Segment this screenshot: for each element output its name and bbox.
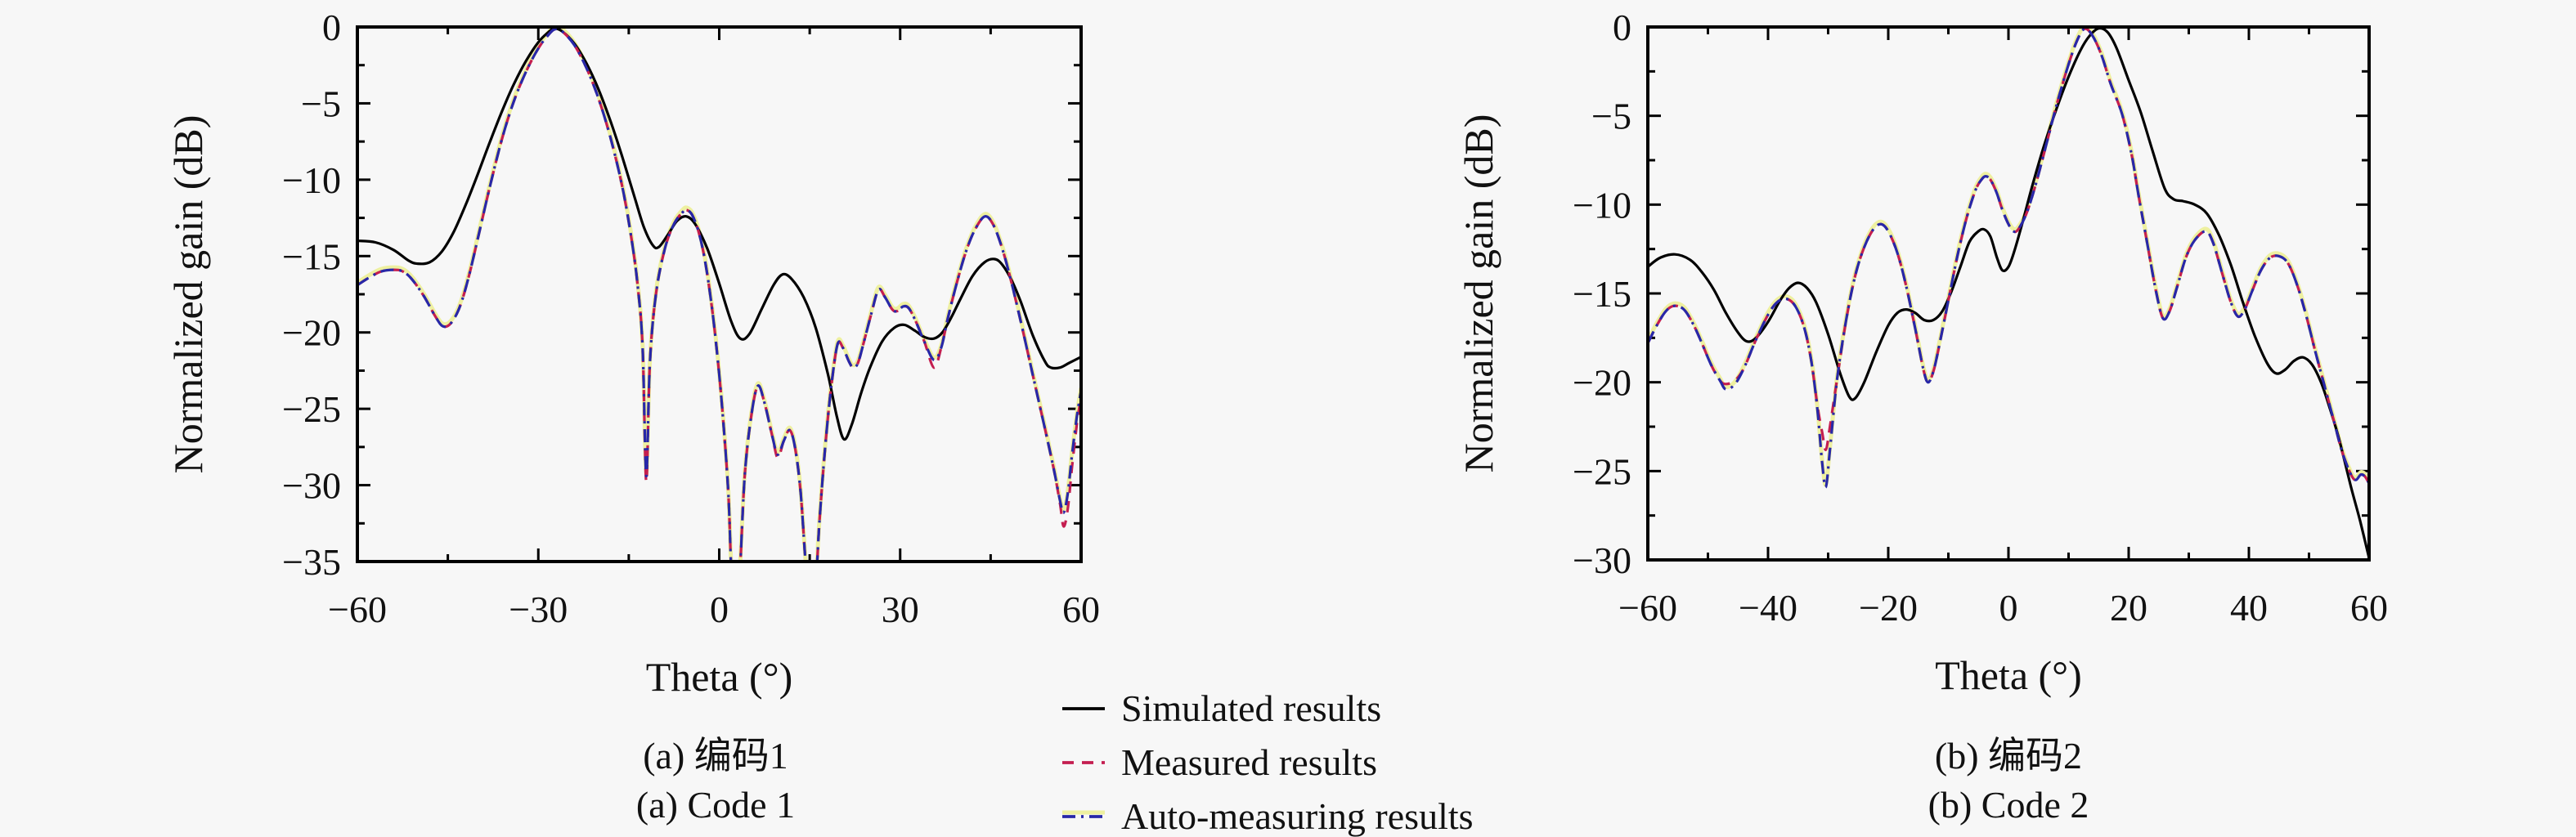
x-tick-label: 60 bbox=[2350, 587, 2388, 629]
chart-b-canvas: −60 −40 −20 0 20 40 60 0 −5 −10 −15 −20 −25 −30 Theta … bbox=[1456, 7, 2388, 698]
y-tick-label: −20 bbox=[282, 312, 341, 354]
y-tick-label: −25 bbox=[1573, 450, 1631, 492]
caption-b-zh: (b) 编码2 bbox=[1934, 735, 2083, 777]
y-tick-label: −5 bbox=[1591, 96, 1631, 137]
y-tick-label: −5 bbox=[301, 83, 341, 124]
caption-b-en: (b) Code 2 bbox=[1928, 784, 2089, 826]
curve-simulated bbox=[1649, 29, 2367, 557]
x-tick-label: −40 bbox=[1739, 587, 1797, 629]
y-tick-label: −30 bbox=[282, 465, 341, 507]
series-group bbox=[1649, 29, 2367, 557]
y-tick-label: 0 bbox=[322, 7, 341, 48]
x-tick-label: 40 bbox=[2230, 587, 2268, 629]
curve-auto-underlay bbox=[359, 29, 1079, 560]
legend-item-auto: Auto-measuring results bbox=[1059, 789, 1474, 837]
x-tick-label: −30 bbox=[509, 589, 568, 630]
x-axis-label: Theta (°) bbox=[646, 654, 793, 700]
series-group bbox=[359, 29, 1079, 560]
legend: Simulated results Measured results Auto-… bbox=[1059, 681, 1474, 837]
y-axis-label: Normalized gain (dB) bbox=[165, 115, 211, 474]
y-tick-label: −25 bbox=[282, 388, 341, 430]
curve-measured bbox=[1649, 29, 2367, 484]
legend-label-measured: Measured results bbox=[1121, 741, 1377, 783]
y-tick-label: −10 bbox=[1573, 184, 1631, 226]
y-tick-label: −10 bbox=[282, 159, 341, 201]
x-tick-label: −20 bbox=[1859, 587, 1918, 629]
legend-swatch-measured-line bbox=[1062, 761, 1105, 764]
y-tick-label: −15 bbox=[282, 235, 341, 277]
x-tick-label: −60 bbox=[1618, 587, 1677, 629]
legend-swatch-auto-line bbox=[1062, 810, 1105, 818]
plot-border bbox=[1646, 25, 2371, 562]
curve-simulated bbox=[359, 29, 1079, 441]
y-tick-label: −20 bbox=[1573, 362, 1631, 404]
x-tick-label: 60 bbox=[1062, 589, 1100, 630]
y-tick-label: 0 bbox=[1613, 7, 1631, 48]
curve-auto-underlay bbox=[1649, 29, 2367, 487]
plot-border bbox=[356, 25, 1083, 563]
x-tick-label: 30 bbox=[882, 589, 919, 630]
legend-label-simulated: Simulated results bbox=[1121, 687, 1382, 729]
caption-a-en: (a) Code 1 bbox=[635, 784, 796, 826]
curve-measured bbox=[359, 29, 1079, 560]
legend-item-measured: Measured results bbox=[1059, 735, 1474, 789]
y-tick-label: −30 bbox=[1573, 539, 1631, 581]
x-tick-label: −60 bbox=[328, 589, 387, 630]
curve-auto bbox=[1649, 29, 2367, 489]
x-axis-label: Theta (°) bbox=[1935, 652, 2082, 698]
y-tick-label: −35 bbox=[282, 541, 341, 583]
y-axis-label: Normalized gain (dB) bbox=[1456, 114, 1501, 473]
x-tick-label: 20 bbox=[2110, 587, 2147, 629]
chart-a-canvas: −60 −30 0 30 60 0 −5 −10 −15 −20 −25 −30 −35 Theta (°… bbox=[165, 7, 1100, 700]
curve-auto bbox=[359, 29, 1079, 560]
legend-item-simulated: Simulated results bbox=[1059, 681, 1474, 735]
x-tick-label: 0 bbox=[710, 589, 729, 630]
legend-label-auto: Auto-measuring results bbox=[1121, 794, 1474, 837]
caption-a-zh: (a) 编码1 bbox=[643, 735, 788, 777]
legend-swatch-simulated-line bbox=[1062, 707, 1105, 710]
y-tick-label: −15 bbox=[1573, 273, 1631, 315]
x-tick-label: 0 bbox=[1999, 587, 2018, 629]
